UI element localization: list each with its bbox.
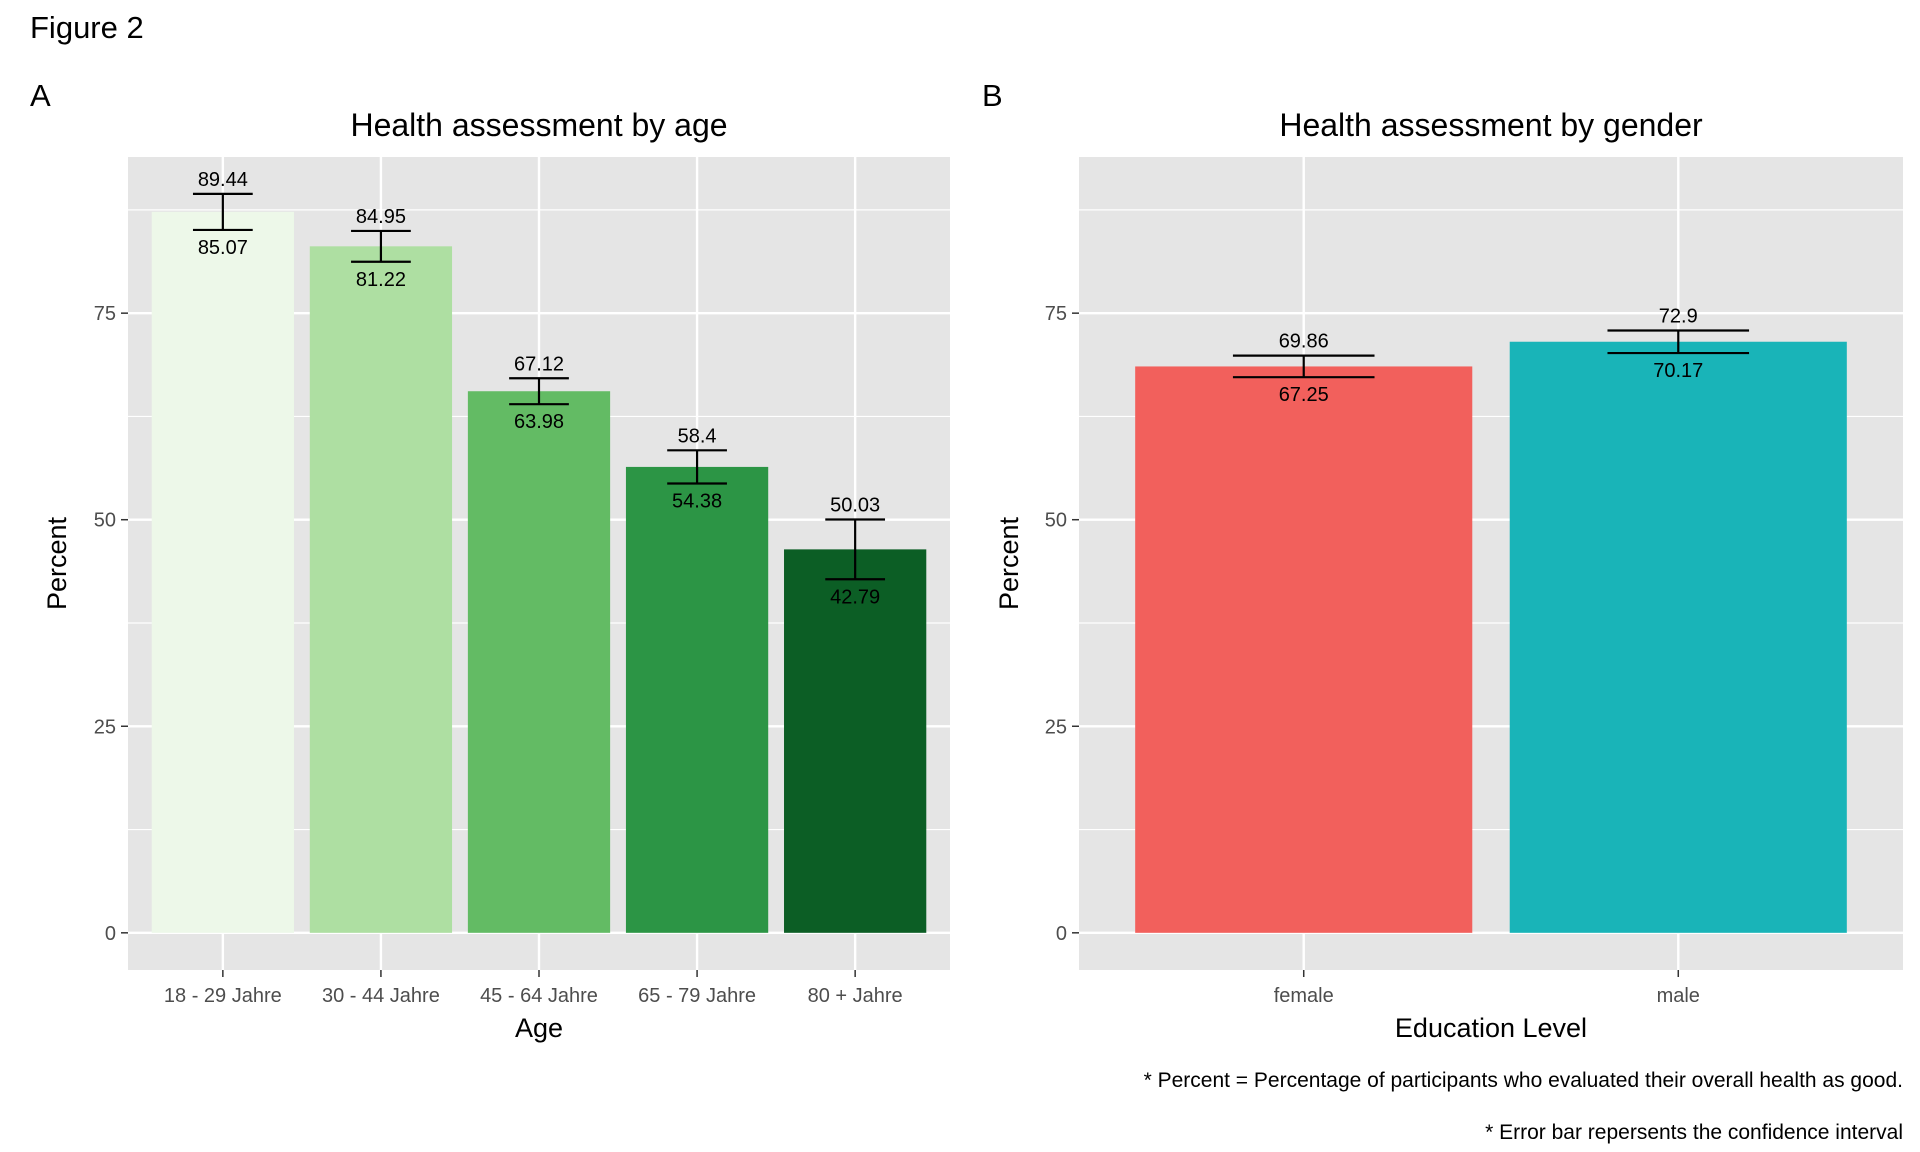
y-tick-label: 0 [105,923,116,945]
ci-upper-label: 58.4 [678,425,717,447]
ci-lower-label: 54.38 [672,491,722,513]
ci-lower-label: 42.79 [830,586,880,608]
x-tick-label: male [1657,985,1700,1007]
ci-upper-label: 67.12 [514,353,564,375]
bar [1509,341,1847,933]
x-tick-label: 45 - 64 Jahre [480,985,598,1007]
y-axis-title: Percent [994,516,1024,610]
bar [1135,366,1473,933]
x-tick-label: 80 + Jahre [808,985,903,1007]
footnote-error-bar: * Error bar repersents the confidence in… [1485,1121,1903,1144]
y-tick-label: 50 [94,510,116,532]
ci-upper-label: 89.44 [198,169,248,191]
y-tick-label: 0 [1056,923,1067,945]
figure-title: Figure 2 [30,10,144,45]
y-tick-label: 50 [1045,510,1067,532]
panel-b: B Health assessment by gender 69.86 67.25 72… [982,78,1903,1043]
ci-lower-label: 67.25 [1279,384,1329,406]
bar [467,391,611,933]
bar [151,211,294,933]
ci-lower-label: 70.17 [1653,360,1703,382]
y-tick-label: 25 [94,716,116,738]
chart-title: Health assessment by gender [1279,107,1703,143]
y-axis-title: Percent [42,516,72,610]
ci-upper-label: 72.9 [1659,306,1698,328]
ci-lower-label: 85.07 [198,237,248,259]
x-tick-label: 18 - 29 Jahre [164,985,282,1007]
x-tick-label: 30 - 44 Jahre [322,985,440,1007]
ci-lower-label: 63.98 [514,411,564,433]
panel-tag: B [982,78,1003,113]
bar [625,466,769,933]
bar [309,246,453,933]
y-tick-label: 25 [1045,716,1067,738]
ci-upper-label: 50.03 [830,494,880,516]
footnote-percent: * Percent = Percentage of participants w… [1144,1069,1903,1092]
ci-upper-label: 69.86 [1279,331,1329,353]
x-tick-label: 65 - 79 Jahre [638,985,756,1007]
y-tick-label: 75 [1045,303,1067,325]
x-tick-label: female [1274,985,1334,1007]
ci-upper-label: 84.95 [356,206,406,228]
x-axis-title: Age [515,1013,563,1043]
ci-lower-label: 81.22 [356,269,406,291]
x-axis-title: Education Level [1395,1013,1587,1043]
y-tick-label: 75 [94,303,116,325]
bar [784,549,927,933]
panel-a: A Health assessment by age 89.44 85.07 84.95… [30,78,950,1043]
panel-tag: A [30,78,51,113]
chart-title: Health assessment by age [350,107,727,143]
